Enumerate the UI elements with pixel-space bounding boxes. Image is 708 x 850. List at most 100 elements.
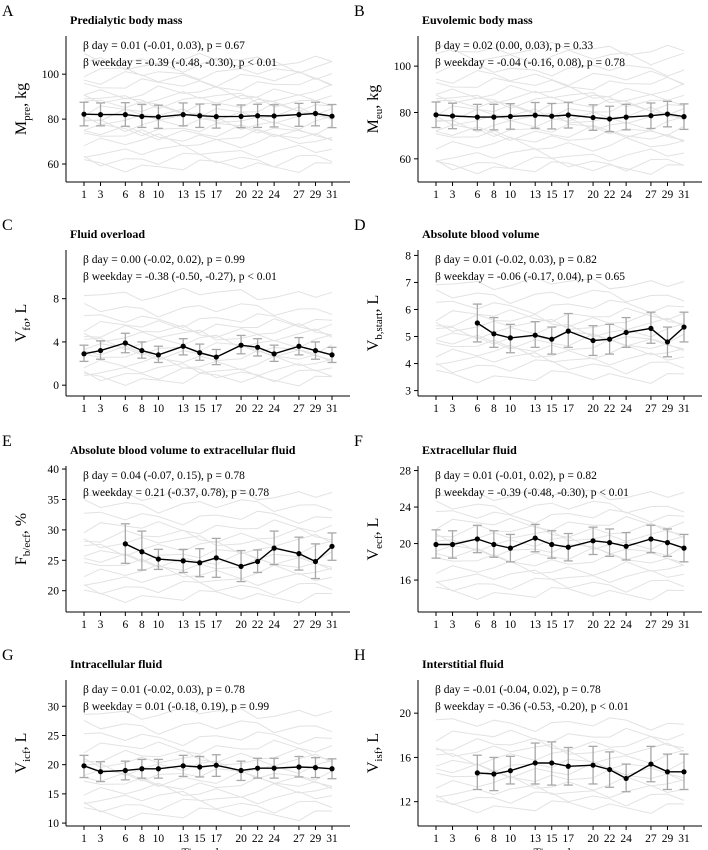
background-trajectory bbox=[84, 721, 332, 735]
y-axis-label-unit: , kg bbox=[13, 83, 30, 107]
beta-weekday-annotation: β weekday = -0.39 (-0.48, -0.30), p < 0.… bbox=[83, 57, 277, 69]
x-tick-label: 3 bbox=[450, 619, 456, 631]
x-tick-label: 13 bbox=[529, 189, 541, 201]
mean-point bbox=[156, 352, 161, 357]
x-tick-label: 24 bbox=[268, 189, 280, 201]
x-tick-label: 24 bbox=[268, 619, 280, 631]
mean-point bbox=[139, 348, 144, 353]
y-axis-label-main: M bbox=[13, 121, 30, 135]
background-trajectory bbox=[84, 288, 332, 300]
panel-title: Absolute blood volume to extracellular f… bbox=[70, 443, 296, 457]
x-tick-label: 10 bbox=[505, 189, 517, 201]
x-tick-label: 17 bbox=[563, 619, 575, 631]
x-tick-label: 22 bbox=[604, 833, 616, 845]
x-tick-label: 8 bbox=[491, 833, 497, 845]
mean-point bbox=[624, 544, 629, 549]
panel-letter: D bbox=[354, 217, 366, 234]
y-tick-label: 6 bbox=[405, 304, 411, 316]
x-tick-label: 8 bbox=[139, 403, 145, 415]
x-tick-label: 13 bbox=[177, 833, 189, 845]
background-trajectory bbox=[436, 561, 684, 575]
y-tick-label: 100 bbox=[394, 61, 412, 73]
x-tick-label: 29 bbox=[662, 833, 674, 845]
panel-a: A Predialytic body mass 60 80 100 1 3 6 8 10 13 15 1… bbox=[2, 3, 350, 201]
mean-point bbox=[566, 545, 571, 550]
x-tick-label: 1 bbox=[81, 189, 87, 201]
mean-point bbox=[590, 538, 595, 543]
background-trajectory bbox=[436, 801, 684, 814]
y-axis-label-main: V bbox=[365, 761, 382, 773]
background-trajectory bbox=[436, 137, 684, 151]
x-tick-label: 17 bbox=[563, 189, 575, 201]
x-tick-label: 20 bbox=[235, 833, 247, 845]
y-axis-label-subscript: isf bbox=[373, 750, 385, 761]
mean-point bbox=[491, 331, 496, 336]
x-tick-label: 24 bbox=[268, 403, 280, 415]
background-trajectory bbox=[84, 808, 332, 821]
x-tick-label: 1 bbox=[433, 189, 439, 201]
x-tick-label: 29 bbox=[662, 619, 674, 631]
mean-point bbox=[197, 764, 202, 769]
x-tick-label: 3 bbox=[450, 833, 456, 845]
mean-point bbox=[156, 114, 161, 119]
x-tick-label: 31 bbox=[326, 403, 338, 415]
y-tick-label: 40 bbox=[48, 464, 60, 476]
y-tick-label: 5 bbox=[405, 332, 411, 344]
mean-point bbox=[648, 326, 653, 331]
beta-day-annotation: β day = 0.01 (-0.01, 0.03), p = 0.67 bbox=[83, 40, 245, 52]
mean-line bbox=[84, 114, 332, 117]
mean-point bbox=[533, 333, 538, 338]
y-tick-label: 8 bbox=[53, 294, 59, 306]
x-tick-label: 31 bbox=[326, 619, 338, 631]
x-tick-label: 20 bbox=[587, 403, 599, 415]
background-trajectory bbox=[436, 587, 684, 600]
x-tick-label: 3 bbox=[98, 189, 104, 201]
mean-point bbox=[139, 549, 144, 554]
y-axis-label-subscript: icf bbox=[21, 750, 33, 762]
mean-point bbox=[98, 348, 103, 353]
mean-point bbox=[313, 559, 318, 564]
x-tick-label: 22 bbox=[604, 189, 616, 201]
beta-day-annotation: β day = 0.01 (-0.02, 0.03), p = 0.78 bbox=[83, 684, 245, 696]
background-trajectory bbox=[84, 160, 332, 173]
mean-point bbox=[648, 113, 653, 118]
beta-weekday-annotation: β weekday = -0.39 (-0.48, -0.30), p < 0.… bbox=[435, 487, 629, 499]
background-trajectories bbox=[436, 488, 684, 600]
x-tick-label: 8 bbox=[491, 189, 497, 201]
mean-point bbox=[491, 771, 496, 776]
x-tick-label: 15 bbox=[546, 189, 558, 201]
mean-point bbox=[238, 564, 243, 569]
panel-g: G Intracellular fluid10152025301 3 6 8 10 13 15… bbox=[2, 647, 350, 850]
beta-weekday-annotation: β weekday = -0.36 (-0.53, -0.20), p < 0.… bbox=[435, 701, 629, 713]
y-axis-label: Mpre, kg bbox=[13, 83, 33, 135]
y-tick-label: 0 bbox=[53, 380, 59, 392]
y-tick-label: 28 bbox=[400, 466, 412, 478]
y-axis-label-subscript: pre bbox=[21, 107, 33, 121]
background-trajectory bbox=[436, 785, 684, 797]
background-trajectory bbox=[436, 718, 684, 732]
x-tick-label: 27 bbox=[645, 619, 657, 631]
x-tick-label: 27 bbox=[293, 189, 305, 201]
x-tick-label: 20 bbox=[587, 619, 599, 631]
mean-point bbox=[329, 766, 334, 771]
background-trajectories bbox=[84, 707, 332, 821]
panel-letter: C bbox=[2, 217, 13, 234]
mean-point bbox=[549, 760, 554, 765]
y-tick-label: 20 bbox=[48, 586, 60, 598]
mean-point bbox=[491, 542, 496, 547]
y-tick-label: 4 bbox=[405, 359, 411, 371]
mean-point bbox=[214, 114, 219, 119]
x-tick-label: 31 bbox=[326, 189, 338, 201]
mean-point bbox=[181, 112, 186, 117]
mean-point bbox=[272, 766, 277, 771]
mean-point bbox=[607, 337, 612, 342]
x-tick-label: 31 bbox=[678, 833, 690, 845]
background-trajectory bbox=[84, 799, 332, 813]
x-tick-label: 8 bbox=[139, 619, 145, 631]
x-tick-label: 31 bbox=[326, 833, 338, 845]
mean-point bbox=[296, 551, 301, 556]
x-axis-label: Time, days bbox=[182, 845, 235, 850]
y-axis-label-main: F bbox=[13, 556, 30, 565]
x-tick-label: 31 bbox=[678, 619, 690, 631]
mean-point bbox=[296, 764, 301, 769]
